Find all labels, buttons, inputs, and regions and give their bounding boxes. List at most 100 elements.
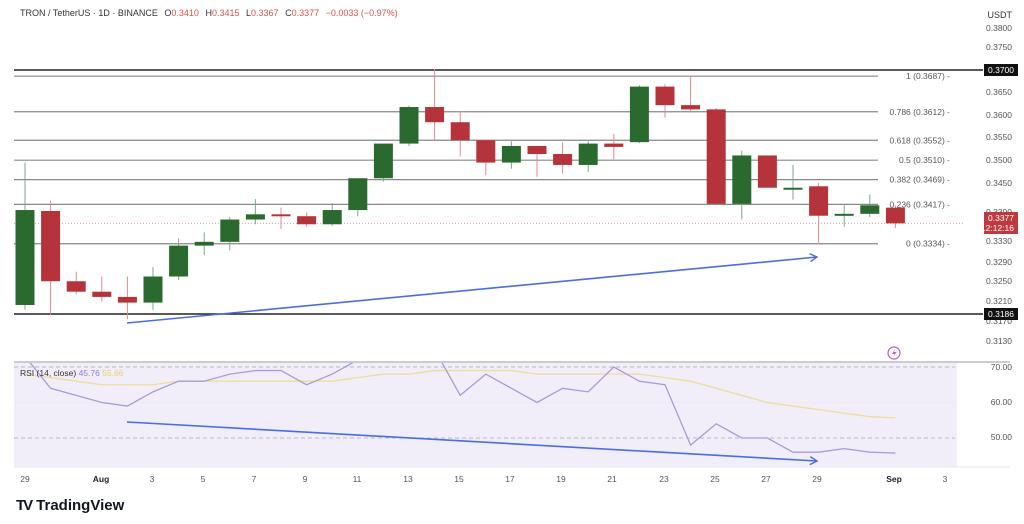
- candle[interactable]: [41, 200, 61, 315]
- price-axis-label: 0.3650: [986, 87, 1012, 97]
- candle[interactable]: [348, 178, 368, 217]
- fib-level-label: 1 (0.3687) -: [906, 71, 950, 81]
- x-axis-label: 11: [353, 474, 362, 484]
- fib-level-label: 0.5 (0.3510) -: [899, 155, 950, 165]
- x-axis-label: 27: [761, 474, 771, 484]
- x-axis-label: 29: [812, 474, 822, 484]
- brand-name: TradingView: [36, 497, 125, 514]
- candle[interactable]: [860, 194, 880, 218]
- fib-level-label: 0.786 (0.3612) -: [890, 107, 951, 117]
- price-axis-label: 0.3600: [986, 110, 1012, 120]
- fib-level-label: 0.618 (0.3552) -: [890, 135, 951, 145]
- tradingview-logo-icon: TV: [16, 497, 33, 514]
- symbol-header: TRON / TetherUS · 1D · BINANCE O0.3410 H…: [20, 8, 398, 18]
- price-trendline[interactable]: [126, 253, 819, 324]
- candle[interactable]: [732, 150, 752, 220]
- low-label: L: [246, 8, 252, 18]
- rsi-axis-label: 50.00: [991, 432, 1013, 442]
- candle[interactable]: [220, 217, 240, 251]
- candle[interactable]: [425, 69, 445, 142]
- candle[interactable]: [169, 238, 189, 280]
- svg-text:12:12:16: 12:12:16: [981, 223, 1014, 233]
- candle[interactable]: [553, 142, 573, 174]
- svg-text:0.3377: 0.3377: [988, 213, 1014, 223]
- resistance-price-badge: 0.3700: [984, 64, 1018, 76]
- candle[interactable]: [604, 134, 624, 160]
- svg-text:0.3700: 0.3700: [988, 65, 1014, 75]
- x-axis-label: 5: [201, 474, 206, 484]
- rsi-trendline[interactable]: [126, 421, 819, 466]
- candle[interactable]: [834, 205, 854, 227]
- price-axis-label: 0.3290: [986, 257, 1012, 267]
- close-value: 0.3377: [291, 8, 320, 18]
- rsi-legend: RSI (14, close) 45.76 55.66: [20, 368, 124, 378]
- candle[interactable]: [527, 145, 547, 177]
- price-axis-label: 0.3450: [986, 178, 1012, 188]
- candle[interactable]: [706, 107, 726, 204]
- symbol-title[interactable]: TRON / TetherUS · 1D · BINANCE: [20, 8, 158, 18]
- price-axis-label: 0.3250: [986, 276, 1012, 286]
- price-axis-label: 0.3500: [986, 155, 1012, 165]
- candle[interactable]: [373, 143, 393, 182]
- fib-level-label: 0.382 (0.3469) -: [890, 175, 951, 185]
- x-axis-label: 21: [607, 474, 617, 484]
- fib-level-label: 0 (0.3334) -: [906, 239, 950, 249]
- price-axis-label: 0.3330: [986, 236, 1012, 246]
- x-axis-label: 9: [303, 474, 308, 484]
- x-axis-label: 17: [505, 474, 515, 484]
- open-label: O: [164, 8, 172, 18]
- price-axis-label: 0.3750: [986, 42, 1012, 52]
- candle[interactable]: [117, 276, 137, 320]
- candle[interactable]: [399, 105, 419, 146]
- rsi-line: [29, 363, 896, 454]
- candle[interactable]: [245, 199, 265, 225]
- high-label: H: [205, 8, 212, 18]
- candle[interactable]: [757, 155, 777, 188]
- x-axis-label: 29: [20, 474, 30, 484]
- price-axis-label: 0.3130: [986, 336, 1012, 346]
- candle[interactable]: [681, 76, 701, 113]
- price-axis-label: 0.3800: [986, 23, 1012, 33]
- x-axis-label: 19: [556, 474, 566, 484]
- x-axis-label: 23: [659, 474, 669, 484]
- x-axis-label: Sep: [886, 474, 902, 484]
- close-label: C: [285, 8, 292, 18]
- candle[interactable]: [66, 271, 86, 295]
- candle[interactable]: [783, 164, 803, 200]
- candle[interactable]: [885, 205, 905, 229]
- rsi-axis-label: 70.00: [991, 362, 1013, 372]
- x-axis-label: 15: [454, 474, 464, 484]
- candle[interactable]: [629, 85, 649, 144]
- candle[interactable]: [297, 212, 317, 227]
- fib-level-label: 0.236 (0.3417) -: [890, 199, 951, 209]
- lightning-event-icon[interactable]: [887, 346, 901, 360]
- rsi-axis-label: 60.00: [991, 397, 1013, 407]
- candle[interactable]: [322, 202, 342, 226]
- candle[interactable]: [143, 267, 163, 310]
- candle[interactable]: [194, 232, 214, 256]
- candle[interactable]: [450, 111, 470, 157]
- candle[interactable]: [655, 84, 675, 118]
- svg-text:0.3186: 0.3186: [988, 309, 1014, 319]
- tradingview-logo: TV TradingView: [16, 497, 124, 514]
- open-value: 0.3410: [171, 8, 199, 18]
- candle[interactable]: [271, 207, 291, 230]
- price-axis-label: 0.3170: [986, 316, 1012, 326]
- high-value: 0.3415: [211, 8, 240, 18]
- rsi-ma-line: [24, 369, 896, 419]
- x-axis-label: 3: [150, 474, 155, 484]
- price-axis-label: 0.3210: [986, 296, 1012, 306]
- x-axis-label: 25: [710, 474, 720, 484]
- candle[interactable]: [476, 140, 496, 176]
- low-value: 0.3367: [251, 8, 279, 18]
- candle[interactable]: [15, 162, 35, 310]
- candle[interactable]: [92, 276, 112, 302]
- currency-label: USDT: [987, 10, 1013, 20]
- price-axis-label: 0.3550: [986, 132, 1012, 142]
- candle[interactable]: [578, 141, 598, 173]
- candle[interactable]: [809, 182, 829, 244]
- candle[interactable]: [501, 141, 521, 169]
- x-axis-label: 13: [403, 474, 413, 484]
